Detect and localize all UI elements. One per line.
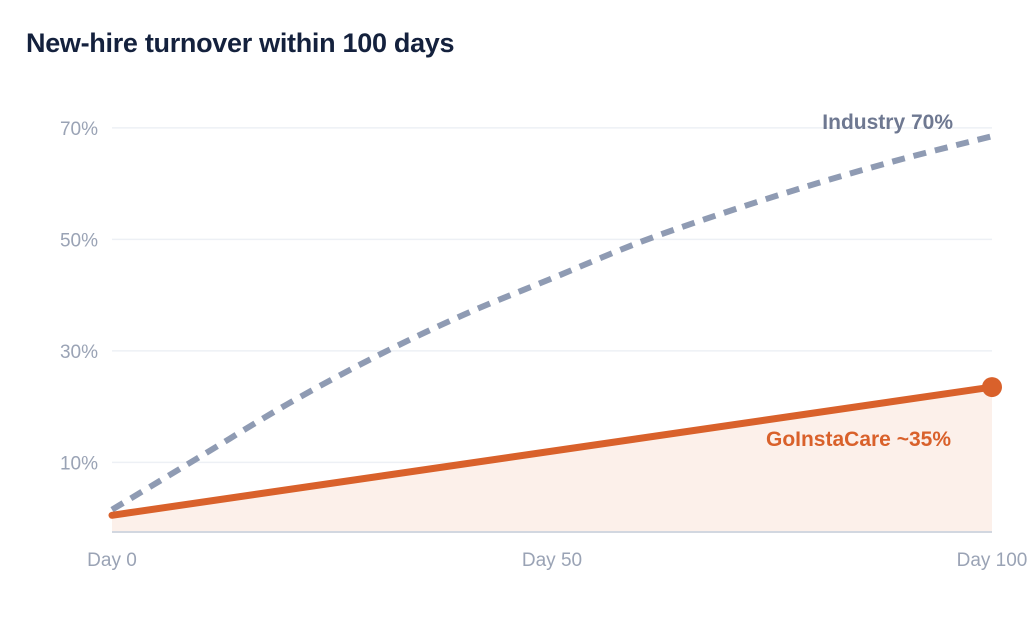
annotation-industry: Industry 70%: [822, 111, 953, 134]
y-tick-label: 30%: [60, 342, 98, 363]
chart-title: New-hire turnover within 100 days: [26, 28, 455, 58]
y-tick-label: 10%: [60, 453, 98, 474]
series-endpoint-goinstacare: [982, 377, 1002, 398]
x-tick-label: Day 50: [522, 550, 582, 571]
series-area-goinstacare: [112, 387, 992, 532]
axis-labels: 10% 30% 50% 70% Day 0 Day 50 Day 100: [60, 119, 1027, 571]
y-tick-label: 50%: [60, 230, 98, 251]
area-fill: [112, 387, 992, 532]
y-tick-label: 70%: [60, 119, 98, 140]
series-line-goinstacare: [108, 383, 996, 519]
x-tick-label: Day 100: [957, 550, 1028, 571]
series-lines: [108, 133, 1002, 519]
annotations: Industry 70% GoInstaCare ~35%: [766, 111, 953, 451]
annotation-goinstacare: GoInstaCare ~35%: [766, 428, 951, 451]
series-line-industry: [110, 133, 993, 513]
x-tick-label: Day 0: [87, 550, 137, 571]
